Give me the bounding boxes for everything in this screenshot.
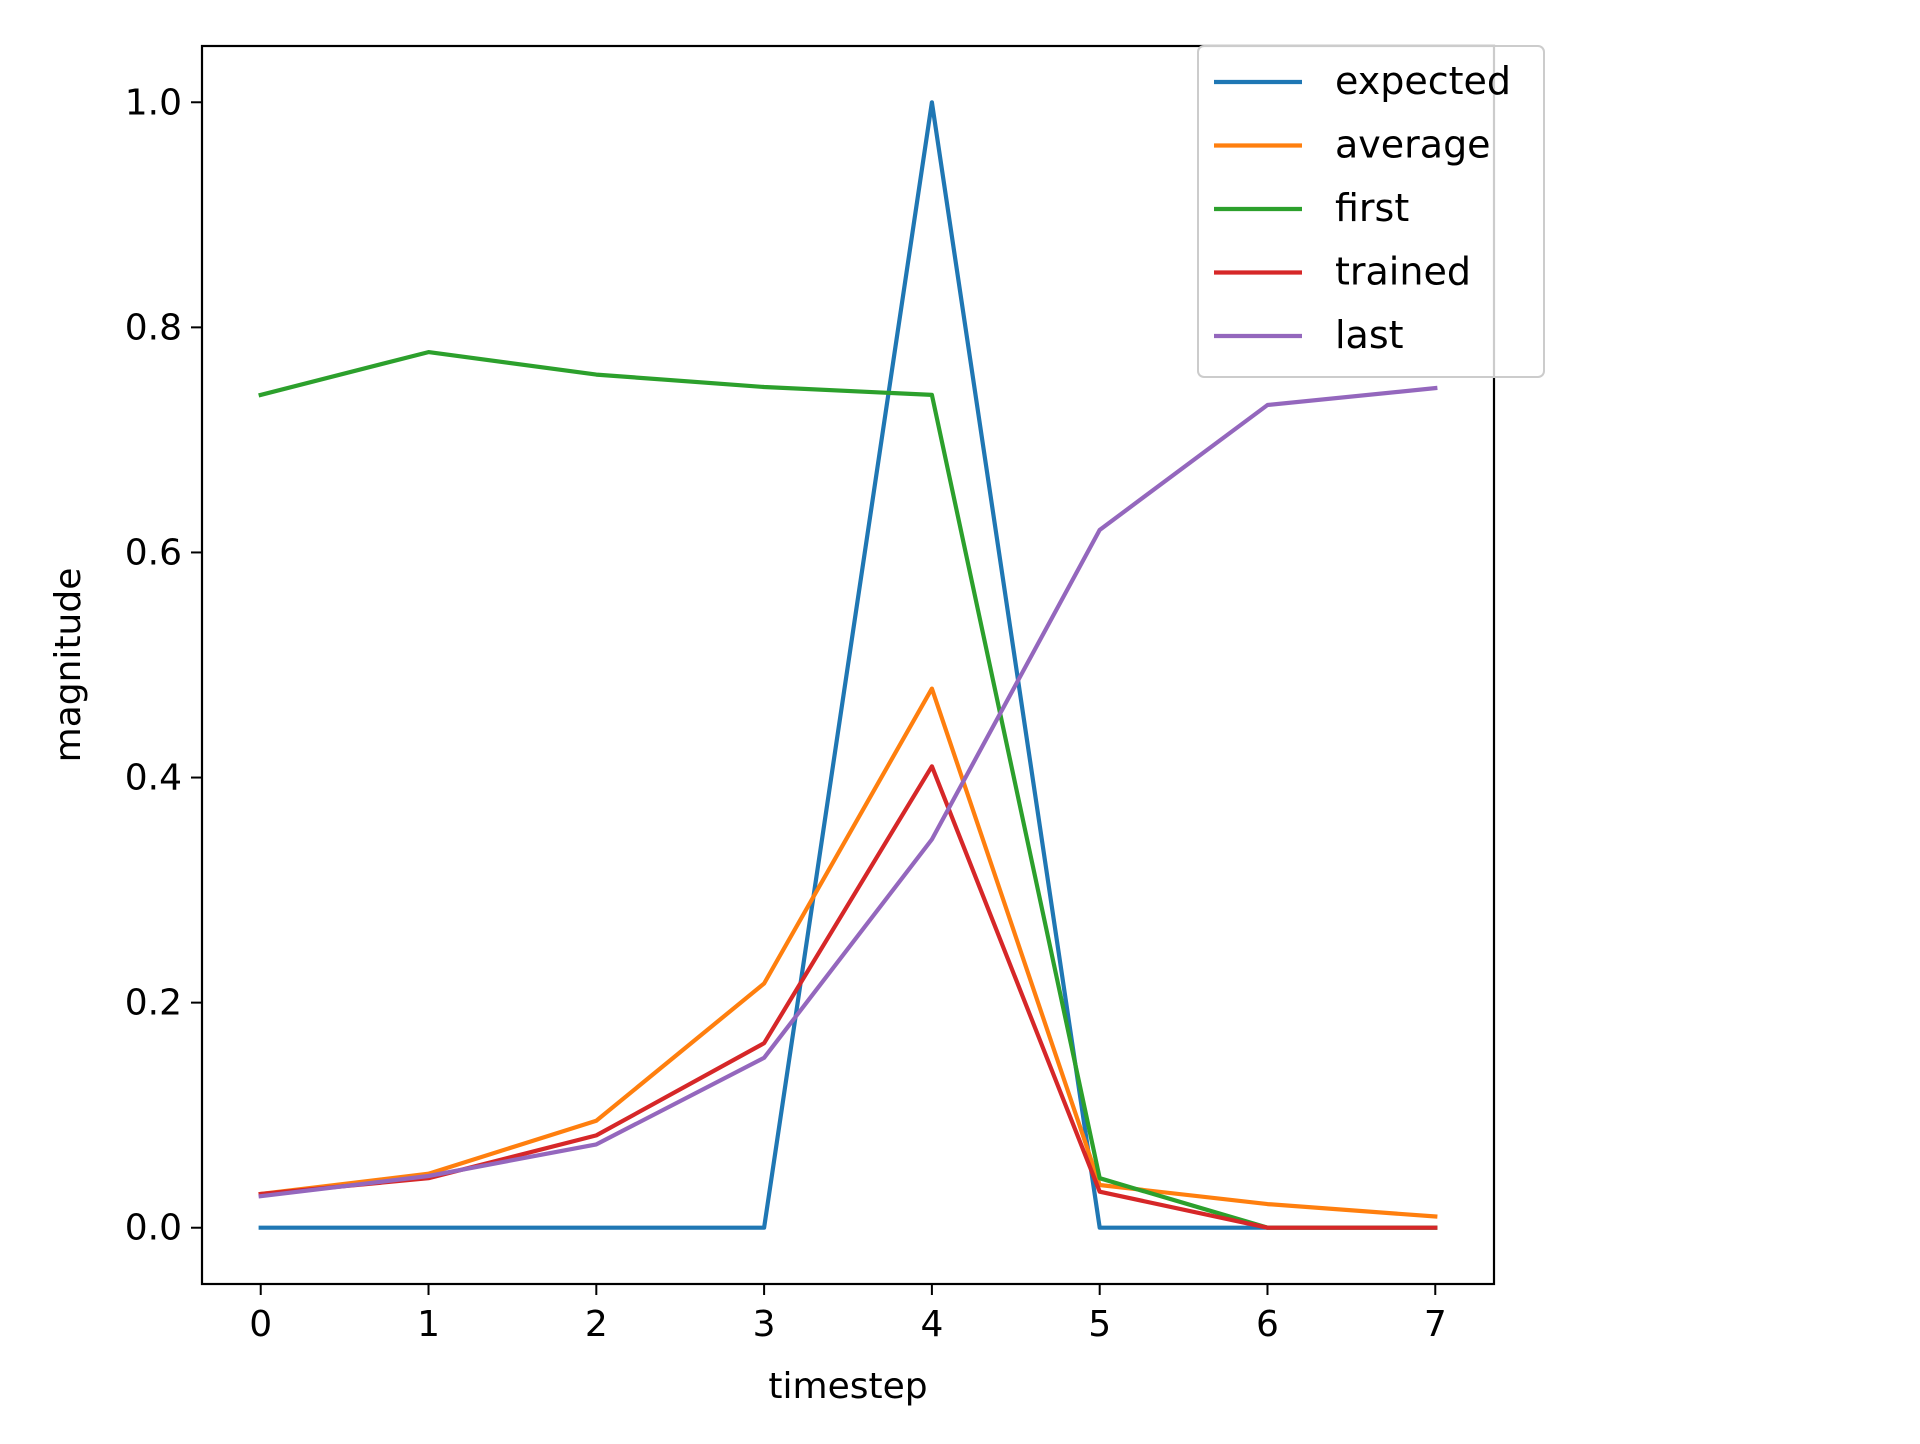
x-tick-label: 1 — [417, 1304, 440, 1345]
legend-label-trained: trained — [1335, 250, 1471, 294]
y-tick-label: 0.4 — [125, 758, 182, 799]
series-line-expected — [258, 100, 1438, 1230]
y-tick-label: 0.2 — [125, 983, 182, 1024]
x-tick-label: 3 — [753, 1304, 776, 1345]
x-axis-label: timestep — [768, 1366, 927, 1407]
x-tick-label: 2 — [585, 1304, 608, 1345]
x-tick-label: 0 — [249, 1304, 272, 1345]
axes-frame — [200, 44, 1496, 1286]
series-line-last — [258, 385, 1438, 1199]
legend-label-first: first — [1335, 186, 1409, 230]
x-tick-label: 7 — [1424, 1304, 1447, 1345]
y-axis-ticks: 0.0 0.2 0.4 0.6 0.8 1.0 — [125, 82, 202, 1249]
y-tick-label: 0.0 — [125, 1208, 182, 1249]
y-tick-label: 1.0 — [125, 82, 182, 123]
legend-label-expected: expected — [1335, 59, 1511, 103]
legend: expected average first trained last — [1197, 45, 1545, 378]
series-layer — [258, 100, 1438, 1230]
legend-label-last: last — [1335, 313, 1404, 357]
y-tick-label: 0.8 — [125, 307, 182, 348]
series-line-first — [258, 350, 1438, 1230]
x-axis-ticks: 0 1 2 3 4 5 6 7 — [249, 1284, 1447, 1345]
y-tick-label: 0.6 — [125, 532, 182, 573]
legend-box — [1197, 45, 1545, 378]
series-line-average — [258, 686, 1438, 1219]
y-axis-label: magnitude — [48, 568, 89, 763]
legend-label-average: average — [1335, 123, 1491, 167]
x-tick-label: 4 — [920, 1304, 943, 1345]
x-tick-label: 6 — [1256, 1304, 1279, 1345]
x-tick-label: 5 — [1088, 1304, 1111, 1345]
